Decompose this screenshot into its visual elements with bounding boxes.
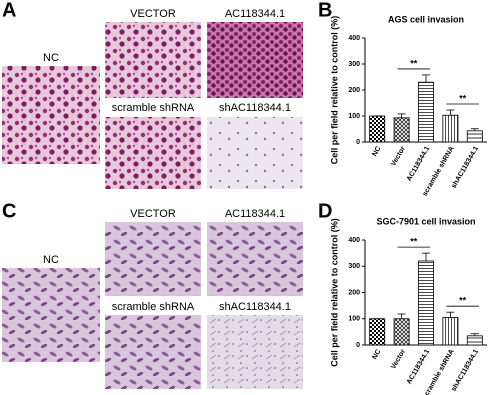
bar xyxy=(442,317,459,346)
micrograph xyxy=(2,268,100,362)
bar xyxy=(466,335,483,346)
image-label: NC xyxy=(43,254,59,266)
panel-label: B xyxy=(318,0,332,21)
significance-label: ** xyxy=(410,58,418,68)
image-label: shAC118344.1 xyxy=(219,301,291,313)
bar xyxy=(393,117,410,143)
y-tick-label: 200 xyxy=(348,289,360,296)
panel-label: C xyxy=(2,200,16,222)
y-tick-label: 0 xyxy=(356,139,360,146)
bar xyxy=(369,115,386,143)
y-axis-label: Cell per field relative to control (%) xyxy=(329,16,339,165)
y-tick-label: 400 xyxy=(348,237,360,244)
micrograph xyxy=(207,22,303,98)
bar xyxy=(393,318,410,346)
micrograph xyxy=(105,117,201,189)
significance-label: ** xyxy=(459,296,467,306)
micrograph xyxy=(105,315,201,389)
x-tick-label: NC xyxy=(371,348,382,360)
bar xyxy=(442,114,459,143)
x-tick-label: AC118344.1 xyxy=(406,348,432,385)
bar xyxy=(418,260,434,346)
x-tick-label: NC xyxy=(371,145,382,157)
y-tick-label: 300 xyxy=(348,61,360,68)
bar xyxy=(466,130,483,143)
y-tick-label: 300 xyxy=(348,263,360,270)
image-label: VECTOR xyxy=(130,208,176,220)
x-tick-label: shAC118344.1 xyxy=(451,145,481,189)
image-label: AC118344.1 xyxy=(225,208,285,220)
y-tick-label: 100 xyxy=(348,113,360,120)
image-label: VECTOR xyxy=(130,8,176,20)
y-tick-label: 400 xyxy=(348,35,360,42)
image-label: NC xyxy=(43,52,59,64)
bar xyxy=(418,81,434,143)
y-tick-label: 200 xyxy=(348,87,360,94)
chart-title: AGS cell invasion xyxy=(388,14,464,24)
x-tick-label: shAC118344.1 xyxy=(451,348,481,392)
chart-title: SGC-7901 cell invasion xyxy=(376,216,475,226)
micrograph xyxy=(105,222,201,296)
significance-label: ** xyxy=(410,237,418,247)
x-tick-label: Vector xyxy=(390,145,407,167)
y-tick-label: 0 xyxy=(356,342,360,349)
micrograph xyxy=(105,22,201,98)
micrograph xyxy=(207,222,303,296)
significance-label: ** xyxy=(459,93,467,103)
panel-label: A xyxy=(2,0,16,21)
y-tick-label: 100 xyxy=(348,316,360,323)
image-label: AC118344.1 xyxy=(225,8,285,20)
panel-label: D xyxy=(318,200,332,222)
image-label: scramble shRNA xyxy=(112,301,195,313)
y-axis-label: Cell per field relative to control (%) xyxy=(329,218,339,367)
image-label: scramble shRNA xyxy=(112,102,195,114)
micrograph xyxy=(207,315,303,389)
bar xyxy=(369,318,386,346)
x-tick-label: AC118344.1 xyxy=(406,145,432,182)
image-label: shAC118344.1 xyxy=(219,102,291,114)
micrograph xyxy=(2,66,100,164)
micrograph xyxy=(207,117,303,189)
x-tick-label: Vector xyxy=(390,348,407,370)
